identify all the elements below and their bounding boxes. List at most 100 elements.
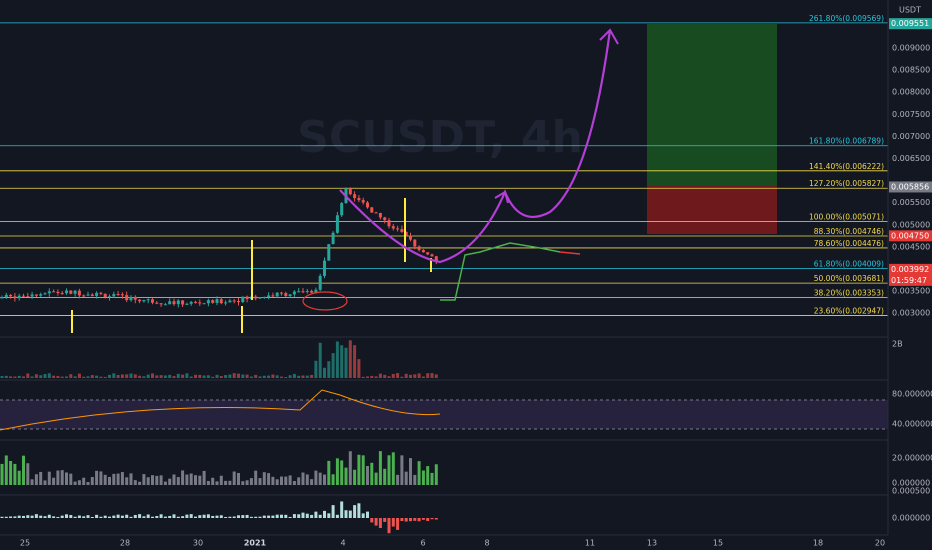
macd-bar (60, 515, 64, 518)
hist-bar (421, 470, 425, 485)
hist-axis: 20.000000 (892, 454, 932, 463)
volume-bar (198, 374, 202, 378)
price-tick-label: 0.003500 (892, 287, 930, 296)
hist-bar (52, 477, 56, 485)
candle-body (254, 296, 258, 299)
macd-bar (409, 518, 412, 522)
time-label: 4 (340, 539, 345, 548)
macd-bar (90, 516, 94, 518)
fib-label: 261.80%(0.009569) (809, 14, 884, 23)
macd-bar (4, 516, 8, 518)
candle-body (434, 256, 438, 263)
candle-body (202, 303, 206, 305)
highlight-circle (302, 291, 348, 311)
macd-bar (73, 516, 77, 518)
macd-bar (215, 515, 219, 518)
hist-bar (374, 472, 378, 485)
candle-body (181, 300, 185, 305)
macd-bar (108, 516, 111, 518)
macd-bar (39, 515, 43, 518)
time-label: 6 (420, 539, 425, 548)
candle-body (391, 226, 395, 229)
macd-bar (267, 515, 271, 518)
time-label: 15 (713, 539, 723, 548)
volume-bar (151, 373, 154, 378)
candle-body (189, 301, 193, 304)
candle-body (60, 293, 64, 295)
volume-bar (318, 342, 322, 378)
volume-bar (39, 375, 43, 378)
macd-bar (262, 515, 266, 518)
volume-bar (65, 376, 68, 378)
candle-body (366, 202, 369, 208)
hist-bar (13, 463, 17, 485)
hist-bar (292, 480, 296, 485)
macd-bar (271, 515, 275, 518)
macd-bar (434, 518, 438, 520)
macd-bar (297, 514, 301, 518)
macd-bar (168, 515, 172, 518)
time-label: 30 (193, 539, 203, 548)
macd-bar (344, 510, 348, 518)
candle-body (13, 296, 17, 299)
macd-bar (95, 514, 99, 518)
hist-bar (387, 455, 391, 485)
macd-bar (258, 516, 262, 518)
macd-bar (86, 515, 90, 518)
candle-body (77, 290, 81, 296)
candle-body (176, 300, 180, 305)
hist-bar (39, 471, 43, 485)
volume-bar (254, 374, 258, 378)
macd-bar (34, 514, 38, 518)
volume-bar (301, 375, 305, 378)
candle-body (284, 293, 288, 297)
candle-body (159, 303, 163, 305)
candle-body (297, 291, 301, 293)
rsi-axis: 40.000000 (892, 420, 932, 429)
candle-body (103, 293, 107, 298)
hist-bar (138, 481, 142, 485)
macd-bar (120, 515, 124, 518)
volume-bar (125, 374, 129, 378)
macd-bar (52, 516, 56, 518)
volume-bar (138, 375, 142, 378)
macd-bar (280, 514, 283, 518)
candle-body (335, 215, 339, 233)
macd-bar (387, 518, 391, 534)
macd-bar (30, 515, 34, 518)
hist-bar (4, 455, 8, 485)
hist-bar (151, 475, 154, 485)
rsi-axis: 80.000000 (892, 390, 932, 399)
volume-bar (297, 375, 301, 378)
volume-bar (348, 340, 352, 378)
candle-body (90, 294, 94, 296)
hist-bar (430, 472, 434, 485)
candle-body (34, 294, 38, 296)
candle-body (22, 295, 25, 297)
candle-body (95, 292, 99, 296)
volume-bar (95, 375, 99, 378)
macd-bar (318, 514, 322, 518)
hist-bar (168, 478, 172, 485)
fib-label: 61.80%(0.004009) (814, 260, 884, 269)
hist-bar (120, 472, 124, 485)
volume-bar (73, 376, 77, 378)
volume-bar (146, 374, 150, 378)
volume-bar (108, 374, 111, 378)
hist-bar (280, 476, 283, 485)
macd-bar (194, 516, 197, 518)
candle-body (327, 244, 331, 261)
macd-bar (245, 514, 249, 518)
macd-bar (331, 505, 335, 518)
candle-body (73, 290, 77, 294)
volume-bar (305, 375, 309, 378)
volume-bar (292, 373, 296, 378)
hist-bar (314, 470, 318, 485)
volume-bar (159, 375, 163, 378)
hist-bar (99, 471, 103, 485)
hist-axis: 0.000000 (892, 479, 930, 488)
hist-bar (125, 477, 129, 485)
candle-body (258, 297, 262, 299)
volume-bar (366, 376, 369, 378)
fib-label: 161.80%(0.006789) (809, 137, 884, 146)
